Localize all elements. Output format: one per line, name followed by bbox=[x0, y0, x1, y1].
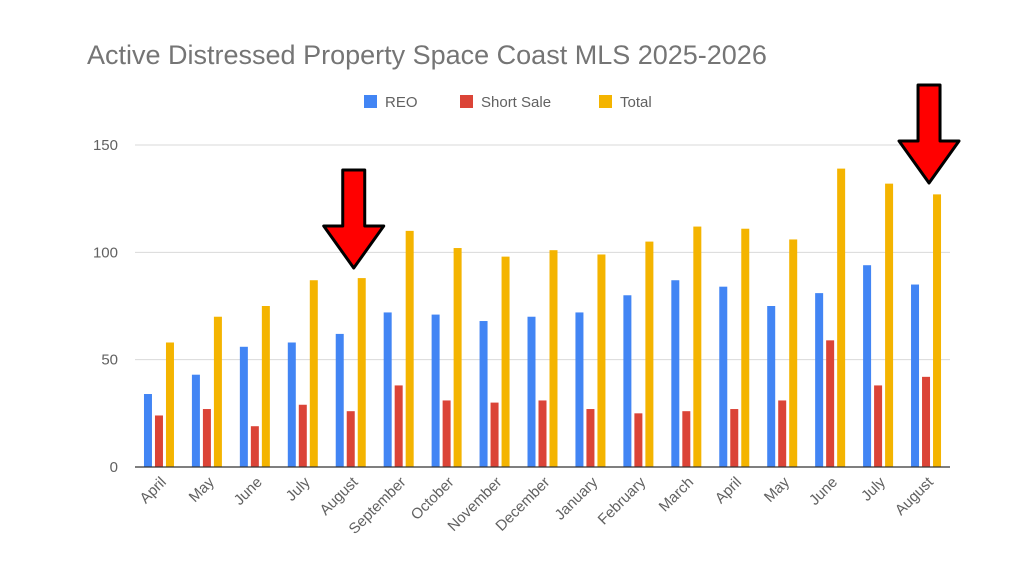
y-tick-label: 150 bbox=[93, 137, 118, 154]
x-category-label: April bbox=[137, 474, 170, 507]
y-axis-ticks: 0 50 100 150 bbox=[93, 137, 118, 476]
bar-total bbox=[549, 250, 558, 467]
bar-short-sale bbox=[682, 411, 691, 467]
legend-item: Short Sale bbox=[460, 94, 551, 111]
legend-item: REO bbox=[364, 94, 418, 111]
x-category-label: August bbox=[892, 473, 938, 519]
x-category-label: May bbox=[186, 473, 218, 505]
bar-reo bbox=[575, 312, 584, 467]
legend-swatch bbox=[599, 95, 612, 108]
legend: REO Short Sale Total bbox=[364, 94, 652, 111]
bar-total bbox=[837, 168, 846, 467]
bar-short-sale bbox=[346, 411, 355, 467]
bar-total bbox=[261, 306, 270, 467]
chart-title: Active Distressed Property Space Coast M… bbox=[87, 40, 767, 70]
y-tick-label: 0 bbox=[110, 459, 118, 476]
bar-total bbox=[933, 194, 942, 467]
bar-reo bbox=[287, 342, 296, 467]
annotation-arrows bbox=[322, 83, 961, 270]
annotation-arrow bbox=[322, 168, 386, 270]
bar-reo bbox=[623, 295, 632, 467]
bar-total bbox=[165, 342, 174, 467]
legend-item: Total bbox=[599, 94, 652, 111]
bar-short-sale bbox=[250, 426, 259, 467]
bar-reo bbox=[911, 284, 920, 467]
bar-reo bbox=[383, 312, 392, 467]
bar-total bbox=[885, 183, 894, 467]
bar-reo bbox=[863, 265, 872, 467]
x-category-label: February bbox=[595, 473, 650, 528]
legend-label: Total bbox=[620, 94, 652, 111]
bar-reo bbox=[335, 333, 344, 467]
x-category-label: June bbox=[806, 474, 841, 509]
bar-reo bbox=[767, 306, 776, 467]
annotation-arrow bbox=[897, 83, 961, 185]
bar-short-sale bbox=[442, 400, 451, 467]
x-category-label: July bbox=[858, 473, 889, 504]
bar-total bbox=[405, 230, 414, 467]
bar-total bbox=[789, 239, 798, 467]
bar-reo bbox=[239, 346, 248, 467]
legend-swatch bbox=[364, 95, 377, 108]
bar-short-sale bbox=[874, 385, 883, 467]
bar-short-sale bbox=[202, 409, 211, 467]
bar-reo bbox=[527, 316, 536, 467]
bar-short-sale bbox=[634, 413, 643, 467]
bar-reo bbox=[431, 314, 440, 467]
bar-short-sale bbox=[538, 400, 547, 467]
bar-short-sale bbox=[586, 409, 595, 467]
x-category-label: June bbox=[231, 474, 266, 509]
bar-reo bbox=[479, 321, 488, 467]
legend-label: Short Sale bbox=[481, 94, 551, 111]
legend-swatch bbox=[460, 95, 473, 108]
bar-total bbox=[453, 248, 462, 467]
bar-short-sale bbox=[826, 340, 835, 467]
y-tick-label: 100 bbox=[93, 244, 118, 261]
bar-short-sale bbox=[394, 385, 403, 467]
x-category-label: May bbox=[761, 473, 793, 505]
bar-short-sale bbox=[730, 409, 739, 467]
bar-reo bbox=[671, 280, 680, 467]
bar-short-sale bbox=[922, 376, 931, 467]
x-category-label: March bbox=[656, 474, 697, 515]
bar-reo bbox=[143, 394, 152, 467]
bar-total bbox=[693, 226, 702, 467]
bar-short-sale bbox=[778, 400, 787, 467]
bar-short-sale bbox=[490, 402, 499, 467]
x-axis-labels: April May June July AugustSeptemberOctoberNo… bbox=[137, 473, 938, 537]
gridlines bbox=[135, 144, 950, 361]
bar-short-sale bbox=[298, 404, 307, 467]
bar-total bbox=[501, 256, 510, 467]
bar-reo bbox=[719, 286, 728, 467]
bar-reo bbox=[815, 293, 824, 467]
bar-total bbox=[597, 254, 606, 467]
y-tick-label: 50 bbox=[101, 352, 118, 369]
x-category-label: August bbox=[317, 473, 363, 519]
bar-total bbox=[213, 316, 222, 467]
bars bbox=[143, 168, 942, 467]
bar-total bbox=[309, 280, 318, 467]
bar-reo bbox=[191, 374, 200, 467]
bar-total bbox=[357, 278, 366, 467]
legend-label: REO bbox=[385, 94, 418, 111]
bar-total bbox=[741, 228, 750, 467]
bar-short-sale bbox=[154, 415, 163, 467]
x-category-label: July bbox=[283, 473, 314, 504]
bar-total bbox=[645, 241, 654, 467]
x-category-label: April bbox=[712, 474, 745, 507]
